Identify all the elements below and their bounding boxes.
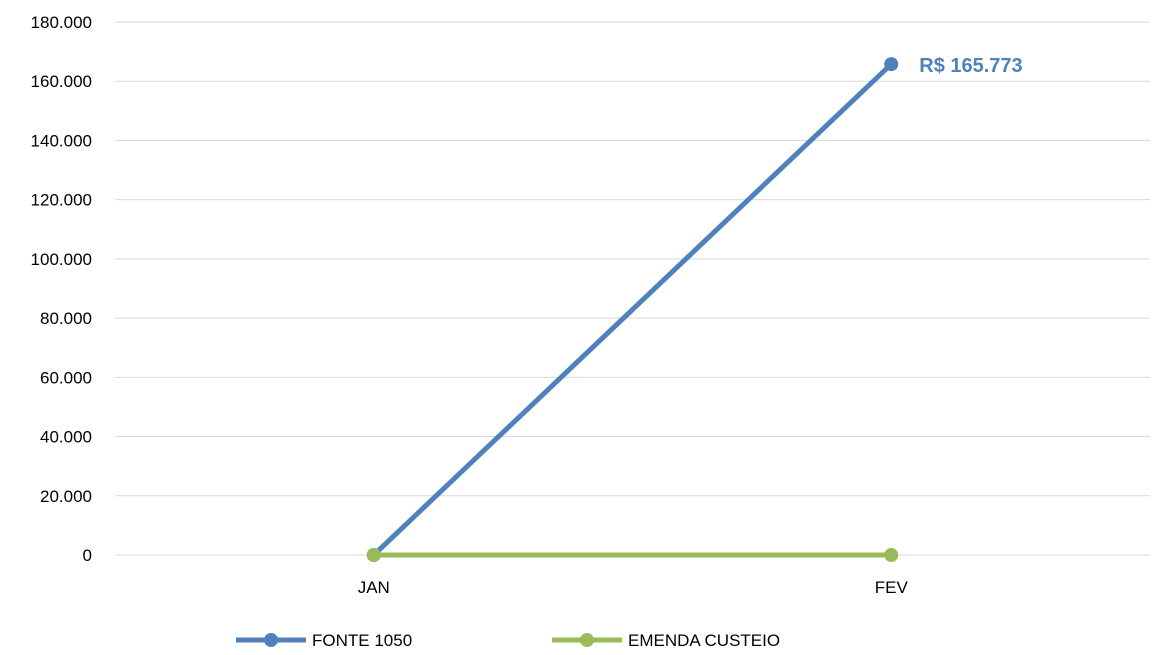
y-tick-label: 20.000: [40, 487, 92, 506]
legend-marker: [264, 633, 278, 647]
x-axis-tick-labels: JAN FEV: [358, 578, 909, 597]
legend: FONTE 1050 EMENDA CUSTEIO: [236, 631, 780, 650]
y-tick-label: 140.000: [31, 131, 92, 150]
legend-marker: [580, 633, 594, 647]
y-tick-label: 40.000: [40, 428, 92, 447]
legend-label: FONTE 1050: [312, 631, 412, 650]
y-tick-label: 160.000: [31, 72, 92, 91]
data-label: R$ 165.773: [919, 55, 1022, 77]
data-point: [366, 548, 381, 562]
y-axis-tick-labels: 0 20.000 40.000 60.000 80.000 100.000 120.000 1…: [31, 13, 92, 565]
series-lines: [366, 57, 899, 562]
y-tick-label: 60.000: [40, 368, 92, 387]
x-tick-label: FEV: [875, 578, 909, 597]
y-tick-label: 0: [83, 546, 92, 565]
y-tick-label: 120.000: [31, 191, 92, 210]
gridlines: [115, 21, 1150, 556]
data-point: [884, 548, 899, 562]
y-tick-label: 80.000: [40, 309, 92, 328]
legend-label: EMENDA CUSTEIO: [628, 631, 780, 650]
y-tick-label: 100.000: [31, 250, 92, 269]
x-tick-label: JAN: [358, 578, 390, 597]
y-tick-label: 180.000: [31, 13, 92, 32]
data-labels: R$ 165.773: [919, 55, 1022, 77]
series-line: [371, 61, 894, 558]
data-point: [884, 57, 899, 72]
